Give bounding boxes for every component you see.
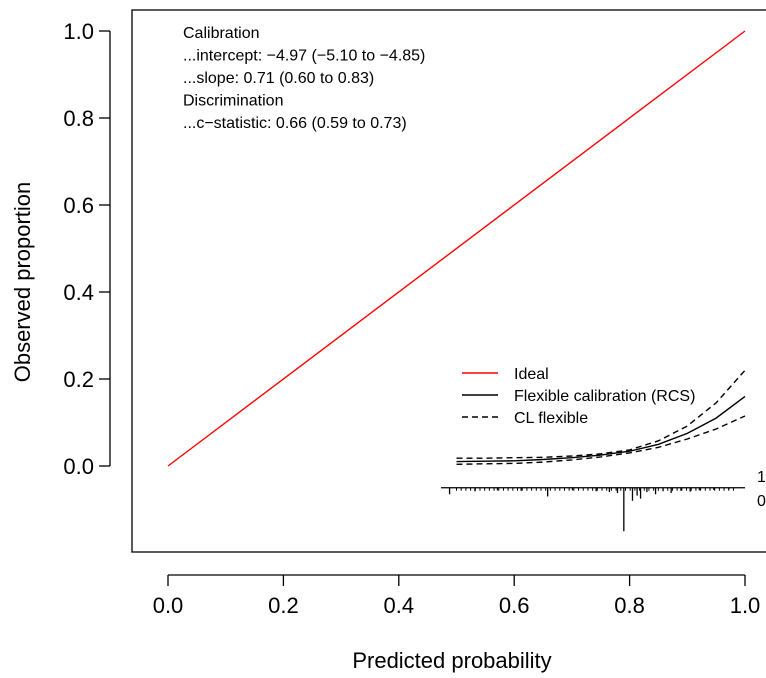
y-tick-label: 1.0 [63,19,94,44]
legend-label: Flexible calibration (RCS) [514,388,695,405]
y-axis: 0.0 0.2 0.4 0.6 0.8 1.0 [63,19,111,479]
x-tick-label: 0.8 [614,593,645,618]
x-tick-label: 0.2 [268,593,299,618]
y-axis-title: Observed proportion [10,182,35,383]
stats-line: ...slope: 0.71 (0.60 to 0.83) [183,70,374,87]
plot-frame [131,9,766,553]
stats-line: ...intercept: −4.97 (−5.10 to −4.85) [183,48,425,65]
y-tick-label: 0.6 [63,193,94,218]
x-tick-label: 1.0 [730,593,761,618]
series-layer [167,30,746,467]
stats-annotations: Calibration ...intercept: −4.97 (−5.10 to… [183,25,425,132]
y-tick-label: 0.8 [63,106,94,131]
legend-label: CL flexible [514,410,588,427]
y-tick-label: 0.4 [63,280,94,305]
series-line [456,415,746,465]
legend-label: Ideal [514,366,549,383]
outcome-rug: 10 [440,469,766,532]
legend: Ideal Flexible calibration (RCS) CL flexib… [462,366,695,427]
rug-label-events: 1 [757,469,766,486]
y-tick-label: 0.2 [63,367,94,392]
stats-line: ...c−statistic: 0.66 (0.59 to 0.73) [183,115,407,132]
series-line [167,30,746,467]
y-tick-label: 0.0 [63,454,94,479]
stats-line: Discrimination [183,93,283,110]
x-axis-title: Predicted probability [352,648,551,673]
x-axis: 0.0 0.2 0.4 0.6 0.8 1.0 [153,574,761,618]
stats-line: Calibration [183,25,259,42]
x-tick-label: 0.6 [499,593,530,618]
series-line [456,395,746,463]
x-tick-label: 0.4 [384,593,415,618]
rug-label-nonevents: 0 [757,493,766,510]
series-line [456,369,746,459]
x-tick-label: 0.0 [153,593,184,618]
